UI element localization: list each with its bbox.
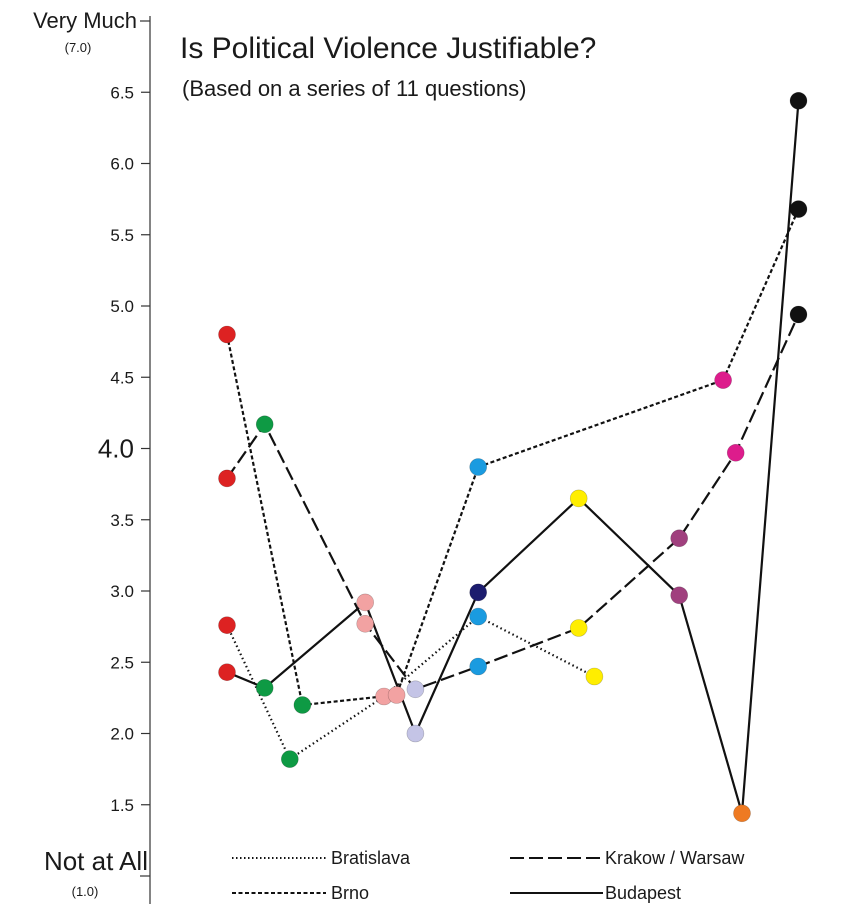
point-budapest-5 — [469, 583, 488, 602]
y-axis-top-value: (7.0) — [65, 40, 92, 55]
point-budapest-1 — [218, 663, 236, 682]
series-points — [218, 92, 808, 823]
series-line-krakow-warsaw — [226, 314, 800, 691]
point-budapest-4 — [406, 724, 425, 743]
y-tick-label: 5.5 — [110, 226, 134, 245]
series-line-brno — [225, 208, 800, 707]
point-krakow-warsaw-7 — [670, 529, 689, 548]
point-budapest-7 — [670, 586, 689, 605]
y-tick-label: 1.5 — [110, 796, 134, 815]
y-tick-label: 6.0 — [110, 155, 134, 174]
point-brno-4 — [469, 458, 488, 476]
chart-title: Is Political Violence Justifiable? — [180, 32, 596, 65]
y-tick-label: 3.5 — [110, 511, 134, 530]
y-tick-label: 5.0 — [110, 297, 134, 316]
y-axis-top-label: Very Much — [33, 8, 137, 33]
point-krakow-warsaw-3 — [356, 614, 375, 633]
point-budapest-9 — [789, 92, 808, 110]
point-bratislava-1 — [218, 616, 236, 635]
series-line-budapest — [226, 100, 800, 815]
y-axis-bottom-value: (1.0) — [72, 884, 99, 899]
point-budapest-6 — [569, 489, 588, 508]
point-krakow-warsaw-5 — [469, 657, 488, 676]
point-bratislava-2 — [280, 750, 299, 768]
point-brno-5 — [714, 371, 732, 389]
y-tick-label: 4.0 — [98, 434, 134, 464]
y-axis-ticks: 1.5 2.0 2.5 3.0 3.5 4.0 4.5 5.0 5.5 6.0 6.5 — [98, 83, 150, 815]
series-lines — [225, 100, 800, 815]
point-krakow-warsaw-9 — [789, 305, 808, 324]
point-brno-3 — [387, 686, 406, 704]
chart-subtitle: (Based on a series of 11 questions) — [182, 76, 526, 101]
legend-label-brno: Brno — [331, 883, 369, 903]
point-bratislava-4 — [469, 607, 488, 626]
point-krakow-warsaw-4 — [406, 680, 425, 699]
point-krakow-warsaw-1 — [218, 469, 236, 488]
point-budapest-3 — [356, 593, 375, 612]
point-krakow-warsaw-6 — [569, 619, 588, 637]
point-krakow-warsaw-2 — [255, 415, 274, 434]
y-tick-label: 4.5 — [110, 368, 134, 387]
y-tick-label: 6.5 — [110, 83, 134, 102]
point-bratislava-5 — [585, 667, 604, 686]
series-line-bratislava — [226, 615, 595, 761]
y-tick-label: 2.5 — [110, 653, 134, 672]
point-budapest-8 — [733, 804, 751, 823]
y-axis-bottom-label: Not at All — [44, 846, 148, 876]
point-brno-6 — [789, 200, 808, 218]
y-tick-label: 2.0 — [110, 725, 134, 744]
legend-label-budapest: Budapest — [605, 883, 681, 903]
point-budapest-2 — [255, 679, 274, 697]
point-krakow-warsaw-8 — [726, 443, 745, 462]
y-tick-label: 3.0 — [110, 582, 134, 601]
point-brno-1 — [218, 325, 236, 344]
legend-label-bratislava: Bratislava — [331, 848, 411, 868]
point-brno-2 — [293, 696, 312, 714]
legend-label-krakow-warsaw: Krakow / Warsaw — [605, 848, 745, 868]
legend: Bratislava Brno Krakow / Warsaw Budapest — [232, 848, 745, 903]
